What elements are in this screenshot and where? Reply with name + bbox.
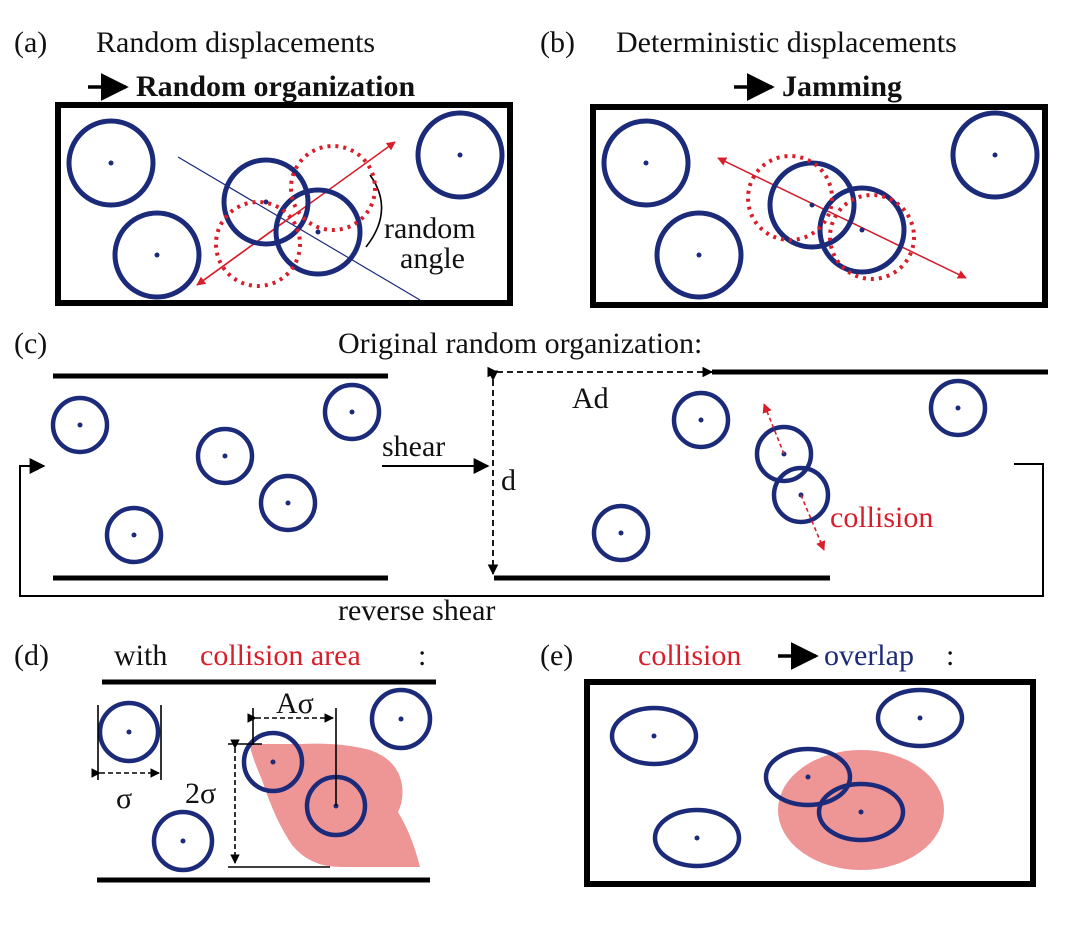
particle-center	[108, 160, 114, 166]
particle	[591, 503, 651, 563]
gap-label: d	[501, 464, 516, 497]
particle-center	[858, 809, 864, 815]
collision-arrow-down	[800, 494, 826, 551]
panel-a-letter: (a)	[14, 26, 47, 59]
particle-center	[285, 500, 291, 506]
particle	[322, 382, 382, 442]
particle	[66, 118, 156, 208]
panel-d: (d) with collision area : σ Aσ 2σ	[14, 639, 436, 883]
particle-center	[349, 409, 355, 415]
particle-center	[77, 422, 83, 428]
particle	[221, 157, 311, 247]
particle	[654, 210, 744, 300]
particle-center	[694, 835, 700, 841]
particle-center	[696, 252, 702, 258]
a-sigma-label: Aσ	[276, 687, 314, 720]
particle-center	[805, 774, 811, 780]
panel-c-letter: (c)	[14, 327, 47, 360]
two-sigma-label: 2σ	[185, 777, 216, 810]
displacement-arrow-up	[717, 157, 843, 219]
particle	[415, 110, 505, 200]
particle	[928, 378, 988, 438]
panel-b-title-line2: Jamming	[782, 70, 902, 103]
particle	[151, 809, 215, 873]
panel-e-frame	[584, 679, 1036, 887]
panel-c-title: Original random organization:	[338, 327, 702, 360]
particle-center	[859, 227, 865, 233]
collision-label: collision	[830, 501, 933, 534]
particle	[369, 687, 433, 751]
particle-center	[698, 417, 704, 423]
overlapping-particle	[816, 781, 906, 843]
particle	[195, 426, 255, 486]
panel-e-title-overlap: overlap	[824, 639, 914, 672]
sigma-label: σ	[116, 782, 132, 815]
shear-label: shear	[382, 430, 445, 463]
particle	[241, 730, 305, 794]
random-angle-label-line2: angle	[400, 242, 465, 275]
panel-e: (e) collision overlap :	[540, 639, 1036, 887]
particle	[258, 473, 318, 533]
panel-a-title-line1: Random displacements	[96, 26, 375, 59]
particle	[273, 187, 363, 277]
particle-center	[651, 733, 657, 739]
particle-center	[126, 729, 132, 735]
particle-center	[154, 252, 160, 258]
particle-center	[992, 152, 998, 158]
particle	[950, 110, 1040, 200]
particle-center	[955, 405, 961, 411]
particle-center	[917, 715, 923, 721]
panel-b: (b) Deterministic displacements Jamming	[540, 26, 1048, 308]
particle-center	[263, 199, 269, 205]
particle-center	[618, 530, 624, 536]
panel-d-title-prefix: with	[114, 639, 167, 672]
amplitude-label: Ad	[572, 382, 609, 415]
particle-center	[457, 152, 463, 158]
displaced-particle	[289, 144, 377, 232]
displaced-particle	[746, 154, 834, 242]
reverse-shear-label: reverse shear	[338, 594, 495, 627]
collision-arrow-up	[762, 403, 785, 455]
panel-b-letter: (b)	[540, 26, 575, 59]
particle-center	[222, 453, 228, 459]
displaced-particle	[828, 193, 916, 281]
particle	[767, 160, 857, 250]
panel-a-title-line2: Random organization	[136, 70, 416, 103]
particle	[652, 807, 742, 869]
panel-a: (a) Random displacements Random organiza…	[14, 26, 513, 306]
panel-d-title-suffix: :	[418, 639, 426, 672]
panel-b-frame	[590, 104, 1048, 308]
displaced-particle	[214, 200, 302, 288]
panel-a-frame	[55, 102, 513, 306]
particle-center	[398, 716, 404, 722]
particle-center	[315, 229, 321, 235]
panel-d-title-highlight: collision area	[200, 639, 361, 672]
particle	[609, 705, 699, 767]
particle-center	[131, 532, 137, 538]
random-angle-label-line1: random	[384, 212, 476, 245]
panel-e-title-suffix: :	[946, 639, 954, 672]
panel-d-letter: (d)	[14, 639, 49, 672]
particle	[671, 390, 731, 450]
reverse-shear-loop	[19, 458, 1044, 597]
particle-center	[180, 838, 186, 844]
particle	[104, 505, 164, 565]
colliding-particle	[754, 424, 814, 484]
colliding-particle	[771, 465, 831, 525]
overlapping-particle	[763, 746, 853, 808]
particle	[601, 118, 691, 208]
panel-e-letter: (e)	[540, 639, 573, 672]
particle	[112, 210, 202, 300]
particle-center	[270, 759, 276, 765]
panel-c: (c) Original random organization: shear …	[14, 327, 1048, 627]
particle-center	[809, 202, 815, 208]
particle	[875, 687, 965, 749]
particle	[50, 395, 110, 455]
particle	[97, 700, 161, 764]
particle-center	[643, 160, 649, 166]
panel-b-title-line1: Deterministic displacements	[616, 26, 957, 59]
panel-e-title-collision: collision	[638, 639, 741, 672]
